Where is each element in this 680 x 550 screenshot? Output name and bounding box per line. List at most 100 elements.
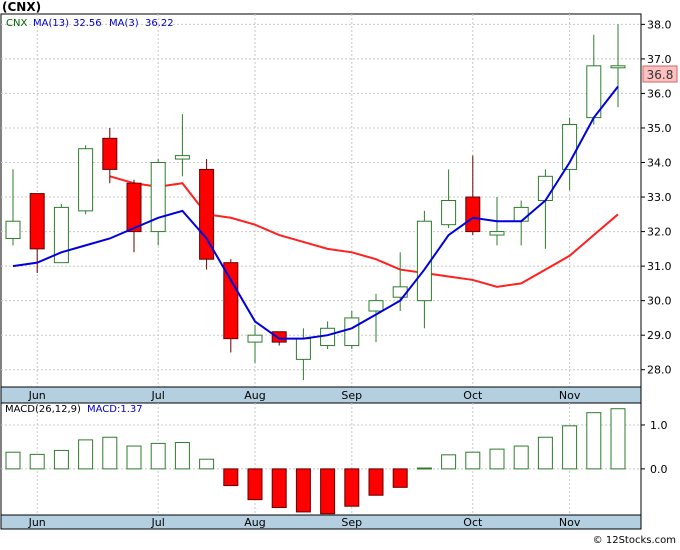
legend-symbol: CNX	[6, 18, 27, 29]
macd-month-label: Jul	[151, 516, 165, 529]
price-month-label: Nov	[559, 389, 581, 402]
legend-ma3-label: MA(3)	[109, 18, 139, 29]
macd-bar	[78, 439, 94, 470]
price-month-label: Sep	[341, 389, 362, 402]
price-tick-label: 33.0	[647, 191, 672, 204]
macd-tick-label: 0.0	[650, 463, 668, 476]
macd-bar	[320, 468, 336, 515]
candle-body	[102, 137, 118, 170]
candle-body	[489, 231, 505, 236]
candle-body	[223, 262, 239, 340]
candle-body	[295, 338, 311, 360]
candle-body	[465, 196, 481, 233]
price-tick-label: 29.0	[647, 329, 672, 342]
macd-bar	[610, 408, 626, 470]
price-y-axis: 28.0 29.0 30.0 31.0 32.0 33.0 34.0 35.0 36.0 37.0…	[641, 18, 672, 377]
macd-month-label: Oct	[463, 516, 483, 529]
last-price-tag-box	[642, 65, 678, 83]
macd-bar	[344, 468, 360, 507]
candle-body	[78, 148, 94, 212]
price-tick-label: 30.0	[647, 295, 672, 308]
macd-bar	[586, 412, 602, 470]
macd-bar	[199, 458, 215, 470]
price-tick-label: 28.0	[647, 364, 672, 377]
candle-body	[150, 162, 166, 233]
candle-body	[247, 334, 263, 343]
macd-month-label: Aug	[244, 516, 265, 529]
price-x-axis-band	[0, 386, 642, 404]
price-tick-label: 38.0	[647, 18, 672, 31]
candle-body	[513, 206, 529, 222]
candle-body	[368, 300, 384, 312]
macd-x-axis-band	[0, 514, 642, 530]
macd-label: MACD(26,12,9)	[5, 404, 81, 415]
price-tick-label: 34.0	[647, 157, 672, 170]
legend-ma13-value: 32.56	[73, 18, 102, 29]
macd-bar	[465, 451, 481, 470]
price-month-label: Jul	[151, 389, 165, 402]
price-grid	[1, 14, 641, 387]
macd-bar	[102, 436, 118, 470]
macd-bar	[174, 442, 190, 470]
macd-bar	[5, 451, 21, 470]
ma3-layer	[12, 85, 619, 340]
ma13-layer	[109, 175, 619, 288]
macd-tick-label: 1.0	[650, 419, 668, 432]
macd-month-label: Sep	[341, 516, 362, 529]
macd-bar	[271, 468, 287, 509]
macd-bar	[489, 448, 505, 470]
watermark: © 12Stocks.com	[593, 535, 676, 546]
candle-body	[562, 124, 578, 170]
macd-bar	[53, 449, 69, 470]
candle-body	[344, 317, 360, 347]
macd-bar	[29, 453, 45, 470]
macd-bar	[416, 467, 432, 470]
candle-body	[5, 220, 21, 239]
candle-body	[537, 175, 553, 202]
price-panel	[0, 13, 642, 388]
macd-bar	[537, 436, 553, 470]
macd-month-label: Nov	[559, 516, 581, 529]
macd-bar	[513, 445, 529, 470]
macd-bar	[562, 425, 578, 470]
candle-body	[441, 200, 457, 226]
price-tick-label: 32.0	[647, 226, 672, 239]
price-month-label: Aug	[244, 389, 265, 402]
macd-month-label: Jun	[28, 516, 46, 529]
candle-body	[199, 168, 215, 260]
macd-bar	[150, 442, 166, 470]
macd-bar	[392, 468, 408, 488]
macd-bar	[126, 445, 142, 470]
price-x-axis: Jun Jul Aug Sep Oct Nov	[28, 389, 581, 402]
candle-body	[53, 206, 69, 264]
last-price-tag: 36.8	[647, 68, 674, 82]
macd-bar	[223, 468, 239, 487]
chart-title: (CNX)	[2, 0, 41, 14]
candle-body	[126, 182, 142, 233]
macd-x-axis: Jun Jul Aug Sep Oct Nov	[28, 516, 581, 529]
macd-value: MACD:1.37	[87, 404, 143, 415]
candles	[5, 24, 626, 381]
price-tick-label: 35.0	[647, 122, 672, 135]
price-tick-label: 31.0	[647, 260, 672, 273]
candle-body	[174, 155, 190, 160]
candle-body	[610, 65, 626, 69]
legend-ma3-value: 36.22	[145, 18, 174, 29]
candle-body	[271, 331, 287, 343]
price-month-label: Oct	[463, 389, 483, 402]
candle-body	[320, 327, 336, 347]
macd-bars	[5, 408, 626, 515]
macd-bar	[247, 468, 263, 501]
candle-body	[29, 193, 45, 250]
price-month-label: Jun	[28, 389, 46, 402]
macd-bar	[295, 468, 311, 513]
macd-bar	[368, 468, 384, 496]
ma13-line	[109, 175, 619, 288]
macd-bar	[441, 454, 457, 470]
price-tick-label: 36.0	[647, 87, 672, 100]
price-tick-label: 37.0	[647, 53, 672, 66]
legend-ma13-label: MA(13)	[33, 18, 69, 29]
macd-y-axis: 1.0 0.0	[641, 419, 668, 476]
